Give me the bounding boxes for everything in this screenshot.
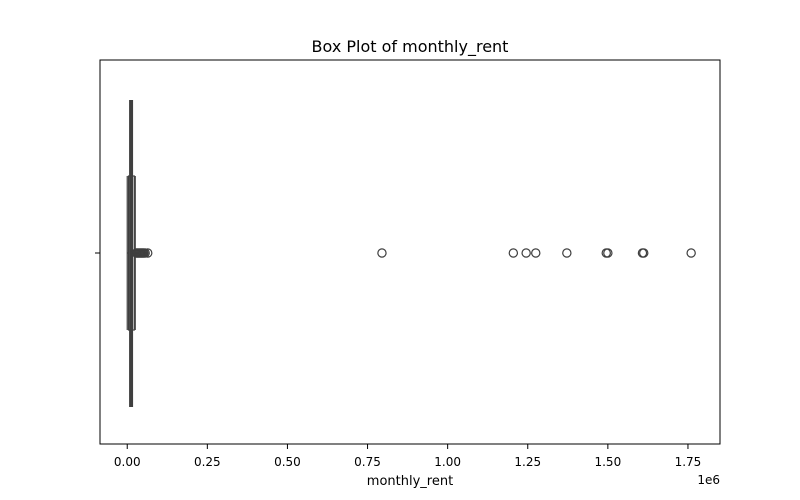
outlier-point-12 xyxy=(508,248,519,258)
outlier-point-20 xyxy=(686,248,696,258)
plot-marks xyxy=(126,100,696,407)
x-tick-label-0: 0.00 xyxy=(114,455,141,469)
x-tick-label-3: 0.75 xyxy=(354,455,381,469)
outlier-point-17 xyxy=(603,248,613,258)
outlier-point-9 xyxy=(140,248,150,258)
outlier-point-15 xyxy=(562,248,572,258)
x-tick-label-2: 0.50 xyxy=(274,455,301,469)
outlier-point-13 xyxy=(521,248,531,258)
x-axis-label: monthly_rent xyxy=(367,474,453,489)
x-tick-label-5: 1.25 xyxy=(514,455,541,469)
outlier-point-14 xyxy=(531,248,541,258)
x-tick-label-7: 1.75 xyxy=(675,455,702,469)
outlier-point-11 xyxy=(377,248,387,258)
x-axis-offset-text: 1e6 xyxy=(697,473,720,487)
x-tick-label-6: 1.50 xyxy=(594,455,621,469)
x-tick-label-4: 1.00 xyxy=(434,455,461,469)
outlier-point-10 xyxy=(143,248,153,258)
x-axis-ticks: 0.00 0.25 0.50 0.75 1.00 1.25 1.50 1.75 xyxy=(114,444,701,469)
outlier-point-19 xyxy=(639,248,649,258)
plot-frame xyxy=(99,59,721,445)
chart-title: Box Plot of monthly_rent xyxy=(312,37,509,57)
x-tick-label-1: 0.25 xyxy=(194,455,221,469)
